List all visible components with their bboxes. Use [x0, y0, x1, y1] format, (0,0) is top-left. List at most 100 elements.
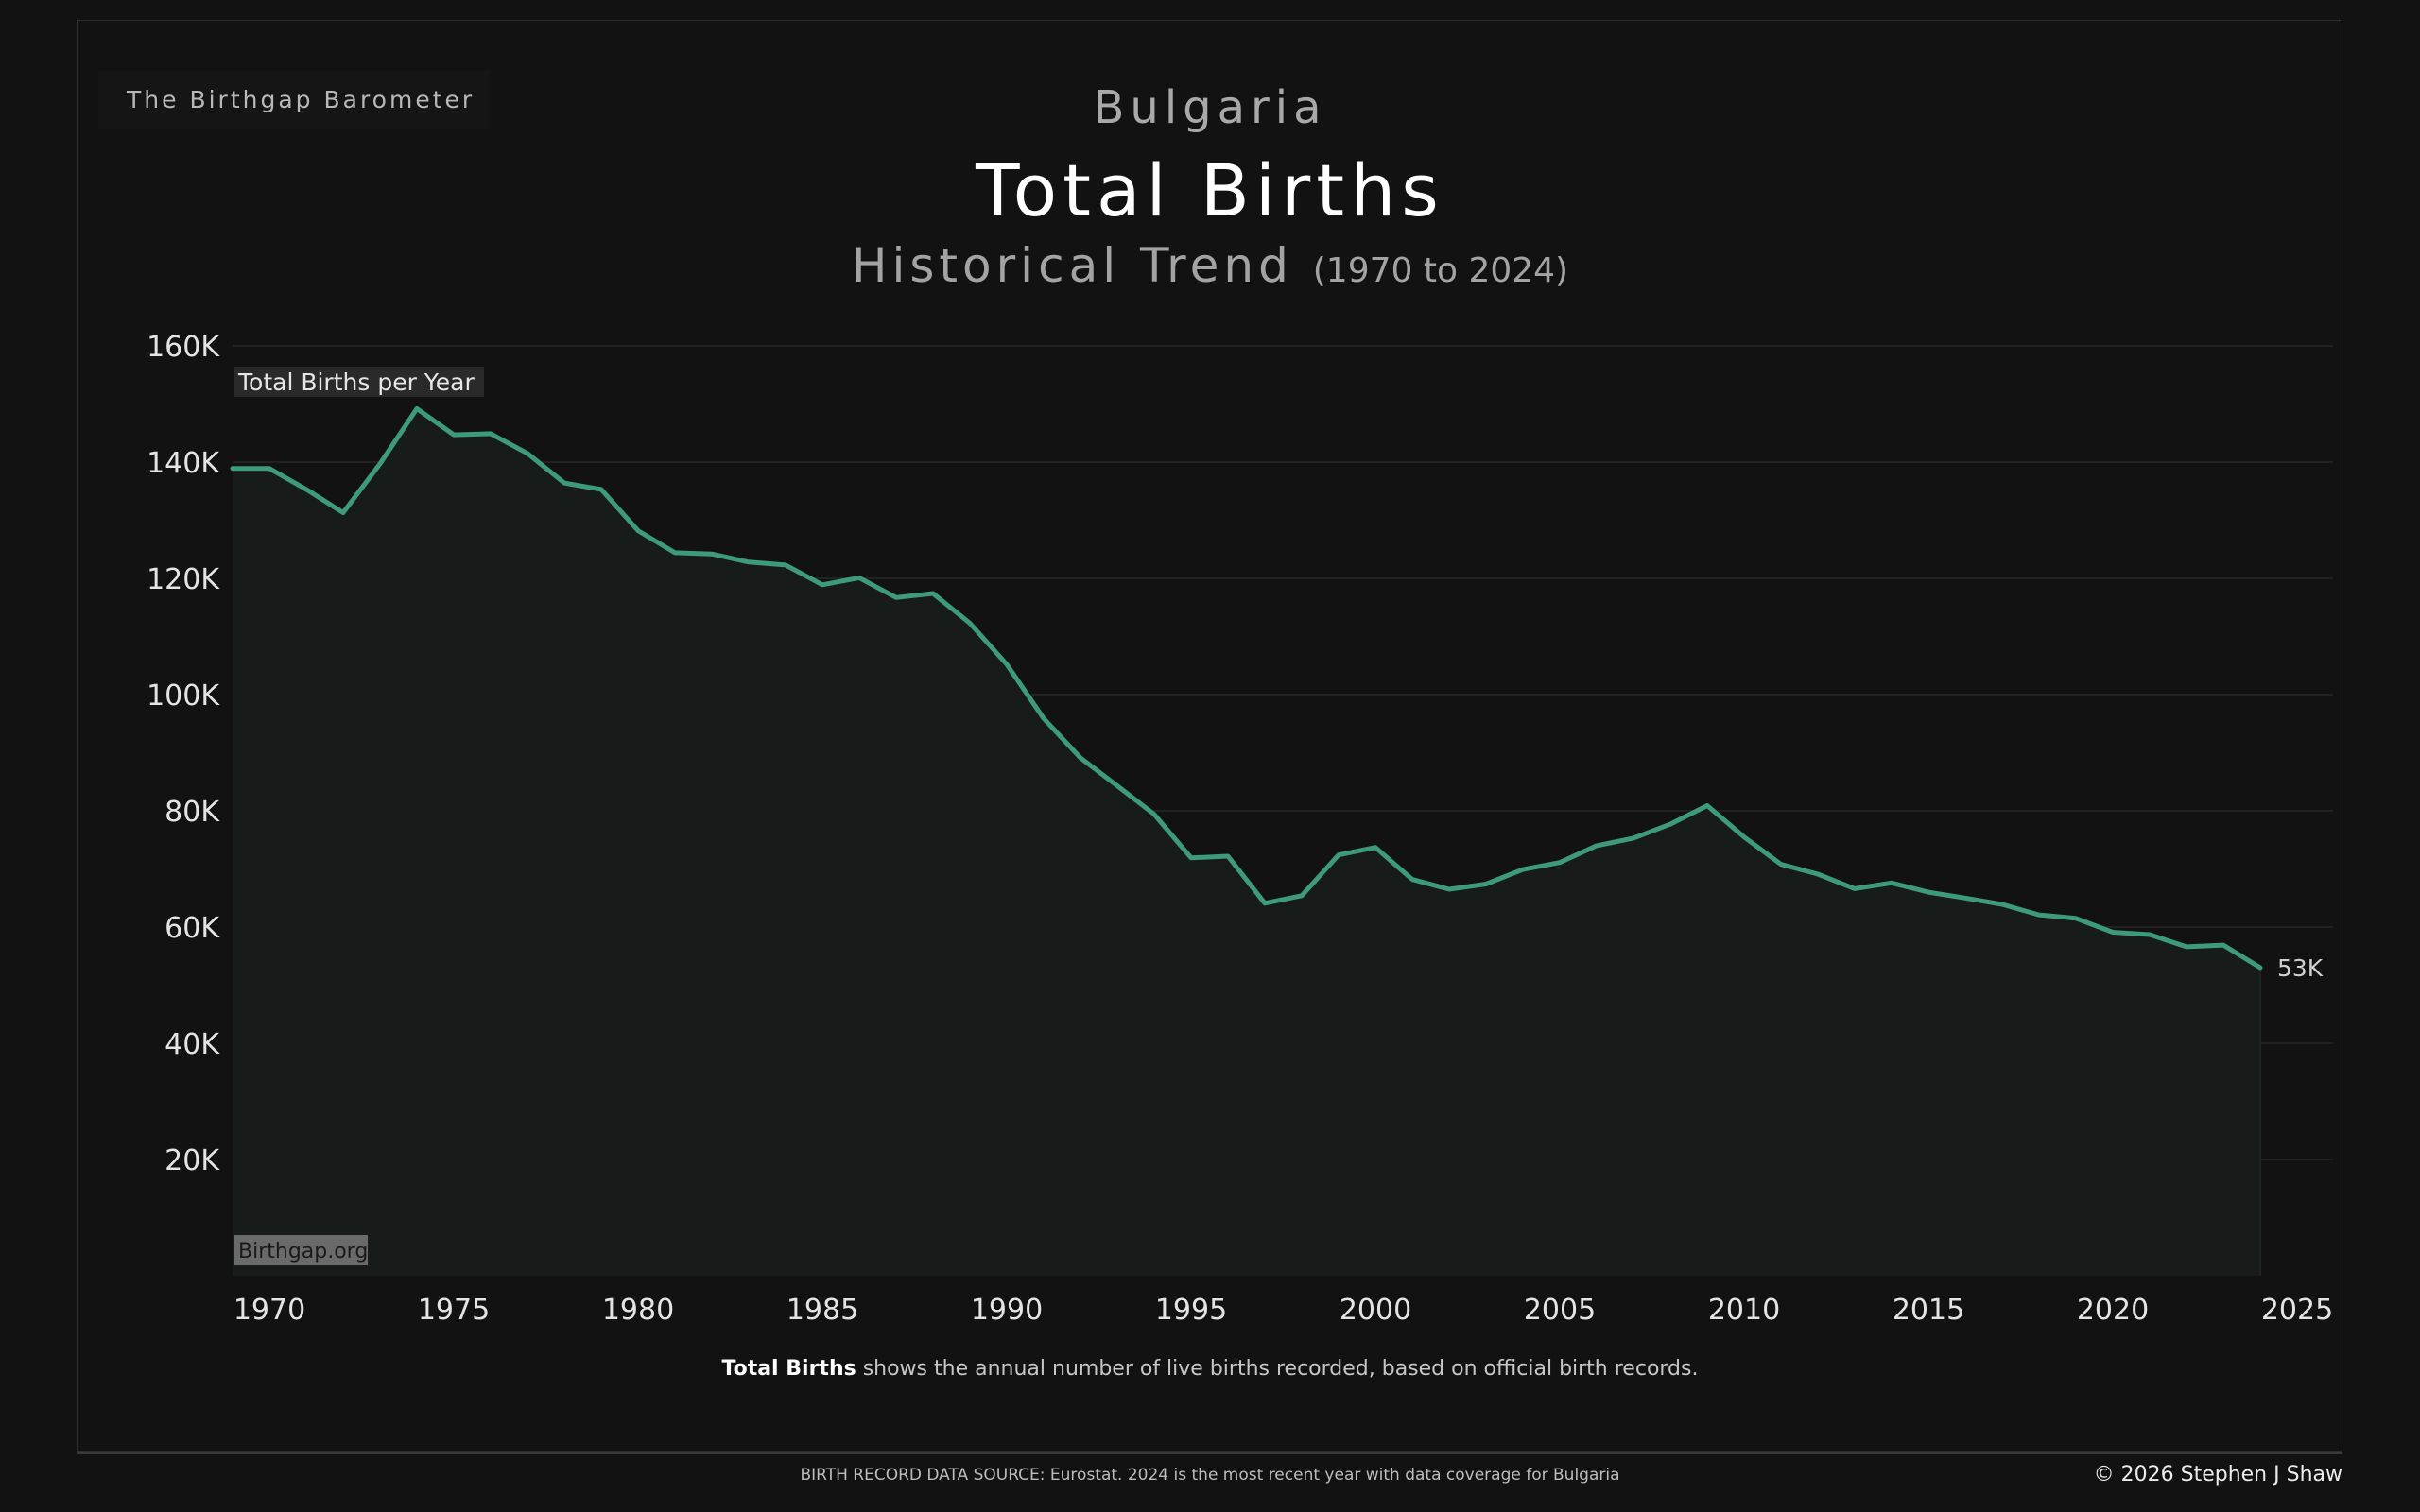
data-point[interactable]: 1981: 124400 — [667, 545, 683, 560]
x-tick-label: 1980 — [602, 1294, 674, 1327]
footer-divider — [77, 1452, 2342, 1454]
data-point[interactable]: 1986: 120100 — [852, 570, 867, 585]
data-point[interactable]: 2000: 73700 — [1368, 840, 1383, 855]
data-point[interactable]: 1995: 71900 — [1184, 850, 1199, 866]
country-name: Bulgaria — [1093, 81, 1327, 134]
x-tick-label: 1975 — [418, 1294, 490, 1327]
data-point[interactable]: 1997: 64100 — [1257, 896, 1272, 911]
data-point[interactable]: 1975: 144700 — [446, 427, 461, 442]
data-point[interactable]: 2017: 63900 — [1995, 897, 2010, 912]
x-tick-label: 1970 — [233, 1294, 305, 1327]
data-point[interactable]: 1992: 89100 — [1073, 750, 1088, 765]
x-axis: 1970 1975 1980 1985 1990 1995 2000 2005 2010 2015… — [233, 1294, 2333, 1327]
watermark-box — [234, 1235, 368, 1265]
x-tick-label: 2020 — [2077, 1294, 2149, 1327]
births-line — [230, 405, 2263, 971]
data-point[interactable]: 2018: 62100 — [2031, 907, 2047, 922]
data-point[interactable]: 2024: 53000 — [2253, 960, 2268, 975]
data-source-note: BIRTH RECORD DATA SOURCE: Eurostat. 2024… — [800, 1466, 1620, 1485]
data-point[interactable]: 1996: 72200 — [1220, 849, 1236, 864]
caption-text: shows the annual number of live births r… — [856, 1357, 1699, 1381]
data-point[interactable]: 1993: 84300 — [1110, 779, 1125, 794]
data-point[interactable]: 1971: 135300 — [299, 482, 314, 497]
series-label-box — [234, 367, 484, 397]
data-point[interactable]: 2013: 66600 — [1847, 881, 1862, 896]
y-tick-label: 160K — [147, 331, 220, 364]
subtitle-text: Historical Trend — [851, 238, 1293, 293]
data-point[interactable]: 2021: 58700 — [2142, 927, 2157, 942]
data-point[interactable]: 1987: 116700 — [889, 590, 904, 605]
data-point[interactable]: 1991: 95900 — [1036, 711, 1051, 726]
data-point[interactable]: 1994: 79400 — [1147, 807, 1162, 822]
data-point[interactable]: 2023: 56900 — [2216, 937, 2231, 953]
data-point[interactable]: 2002: 66500 — [1442, 882, 1457, 897]
end-value-label: 53K — [2277, 954, 2324, 982]
data-point[interactable]: 1973: 139700 — [372, 456, 388, 472]
data-point[interactable]: 1990: 105200 — [999, 657, 1014, 672]
y-tick-label: 80K — [164, 796, 220, 829]
y-tick-label: 60K — [164, 912, 220, 945]
x-tick-label: 2025 — [2261, 1294, 2333, 1327]
data-point[interactable]: 2003: 67400 — [1478, 877, 1494, 892]
y-tick-label: 40K — [164, 1028, 220, 1061]
data-point[interactable]: 1974: 149200 — [409, 401, 424, 416]
data-point[interactable]: 2007: 75300 — [1626, 831, 1641, 846]
data-point[interactable]: 2005: 71100 — [1552, 855, 1567, 870]
data-point[interactable]: 1972: 131300 — [336, 506, 351, 521]
data-point[interactable]: 2009: 80900 — [1700, 799, 1715, 814]
data-point[interactable]: 1978: 136400 — [557, 475, 572, 490]
y-tick-label: 20K — [164, 1144, 220, 1177]
data-point[interactable]: 2001: 68200 — [1405, 872, 1420, 887]
data-point[interactable]: 2006: 74000 — [1589, 838, 1604, 853]
data-point[interactable]: 2012: 69100 — [1810, 867, 1825, 882]
y-tick-label: 120K — [147, 563, 220, 596]
data-point[interactable]: 2011: 70800 — [1773, 857, 1789, 872]
brand-badge[interactable]: The Birthgap Barometer — [98, 70, 490, 129]
data-point[interactable]: 1989: 112300 — [962, 615, 977, 630]
data-point[interactable]: 2019: 61500 — [2068, 911, 2083, 926]
data-point[interactable]: 2010: 75500 — [1737, 830, 1752, 845]
data-point[interactable]: 1970: 138900 — [262, 461, 277, 476]
data-point[interactable]: 1999: 72400 — [1331, 848, 1346, 863]
data-point[interactable]: 1979: 135300 — [594, 482, 609, 497]
chart-labels: Total Births per Year 53K Birthgap.org — [234, 367, 2324, 1265]
data-point[interactable]: 1976: 144900 — [483, 426, 498, 441]
x-tick-label: 1990 — [971, 1294, 1043, 1327]
y-tick-label: 100K — [147, 679, 220, 713]
x-tick-label: 2000 — [1340, 1294, 1411, 1327]
data-point[interactable]: 1982: 124200 — [704, 546, 719, 561]
data-point[interactable]: 2004: 69900 — [1515, 862, 1530, 877]
data-point[interactable]: 2020: 59100 — [2105, 925, 2120, 940]
copyright: © 2026 Stephen J Shaw — [2093, 1463, 2342, 1486]
x-tick-label: 1985 — [786, 1294, 858, 1327]
x-tick-label: 2015 — [1893, 1294, 1964, 1327]
area-layer — [230, 405, 2263, 1276]
data-point[interactable]: 1977: 141500 — [520, 446, 535, 461]
data-point[interactable]: 1985: 118900 — [815, 577, 830, 593]
chart-caption: Total Births shows the annual number of … — [0, 1357, 2420, 1381]
x-tick-label: 2010 — [1708, 1294, 1780, 1327]
data-point[interactable]: 2014: 67600 — [1884, 875, 1899, 890]
data-point[interactable]: 1988: 117400 — [925, 586, 941, 601]
chart-subtitle: Historical Trend (1970 to 2024) — [0, 238, 2420, 293]
watermark: Birthgap.org — [238, 1240, 368, 1263]
data-point[interactable]: 1984: 122300 — [778, 558, 793, 573]
x-tick-label: 2005 — [1524, 1294, 1596, 1327]
caption-bold: Total Births — [721, 1357, 856, 1381]
page-title: Total Births — [976, 148, 1444, 232]
y-tick-label: 140K — [147, 447, 220, 480]
data-point[interactable]: 2008: 77700 — [1663, 816, 1678, 832]
data-point[interactable]: 1983: 122800 — [741, 555, 756, 570]
x-tick-label: 1995 — [1155, 1294, 1227, 1327]
births-area — [233, 408, 2260, 1276]
dashboard-frame — [77, 20, 2342, 1452]
data-point[interactable]: 1980: 128200 — [631, 524, 646, 539]
data-point[interactable]: 1998: 65400 — [1294, 888, 1309, 903]
data-point[interactable]: 2022: 56600 — [2179, 939, 2194, 954]
y-axis: 20K 40K 60K 80K 100K 120K 140K 160K — [147, 331, 220, 1177]
series-label: Total Births per Year — [237, 369, 475, 396]
data-point[interactable]: 2015: 66000 — [1921, 885, 1936, 900]
year-range: (1970 to 2024) — [1312, 251, 1569, 290]
data-point[interactable]: 2016: 65000 — [1958, 890, 1973, 905]
